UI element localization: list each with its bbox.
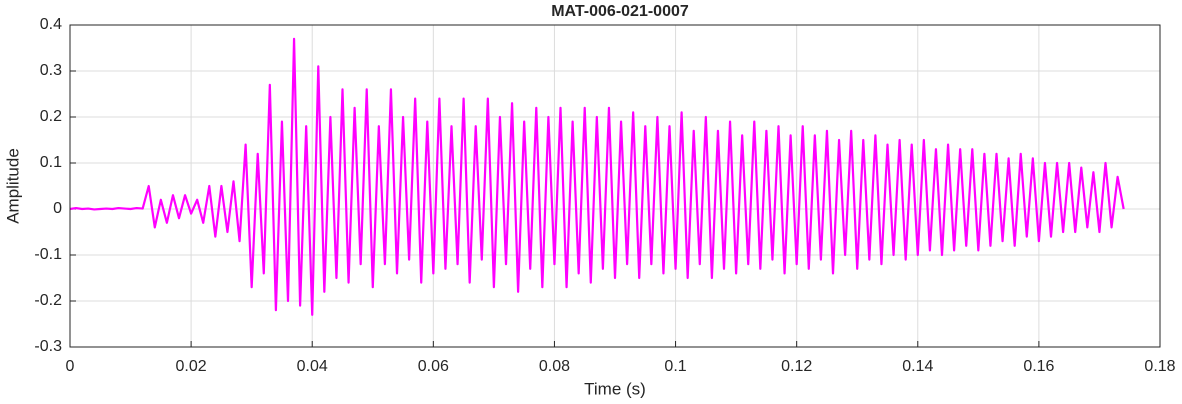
x-axis-label: Time (s) — [584, 379, 646, 398]
y-tick-label: 0.1 — [40, 154, 62, 171]
axes-box — [69, 24, 1161, 348]
x-tick-label: 0.04 — [297, 358, 328, 375]
y-tick-label: -0.3 — [34, 338, 62, 355]
x-tick-label: 0.12 — [781, 358, 812, 375]
chart-title: MAT-006-021-0007 — [551, 3, 689, 20]
y-axis-label: Amplitude — [3, 148, 22, 224]
y-tick-label: 0.2 — [40, 108, 62, 125]
x-tick-label: 0.02 — [176, 358, 207, 375]
x-tick-label: 0 — [66, 358, 75, 375]
y-tick-label: 0.3 — [40, 62, 62, 79]
x-tick-label: 0.18 — [1144, 358, 1175, 375]
y-tick-label: -0.1 — [34, 246, 62, 263]
x-tick-label: 0.08 — [539, 358, 570, 375]
y-tick-label: -0.2 — [34, 292, 62, 309]
y-tick-label: 0.4 — [40, 16, 62, 33]
x-tick-label: 0.1 — [664, 358, 686, 375]
x-tick-label: 0.16 — [1023, 358, 1054, 375]
x-tick-label: 0.14 — [902, 358, 933, 375]
x-tick-label: 0.06 — [418, 358, 449, 375]
plot-area — [70, 25, 1160, 347]
y-tick-label: 0 — [53, 200, 62, 217]
waveform-line — [69, 37, 1125, 316]
